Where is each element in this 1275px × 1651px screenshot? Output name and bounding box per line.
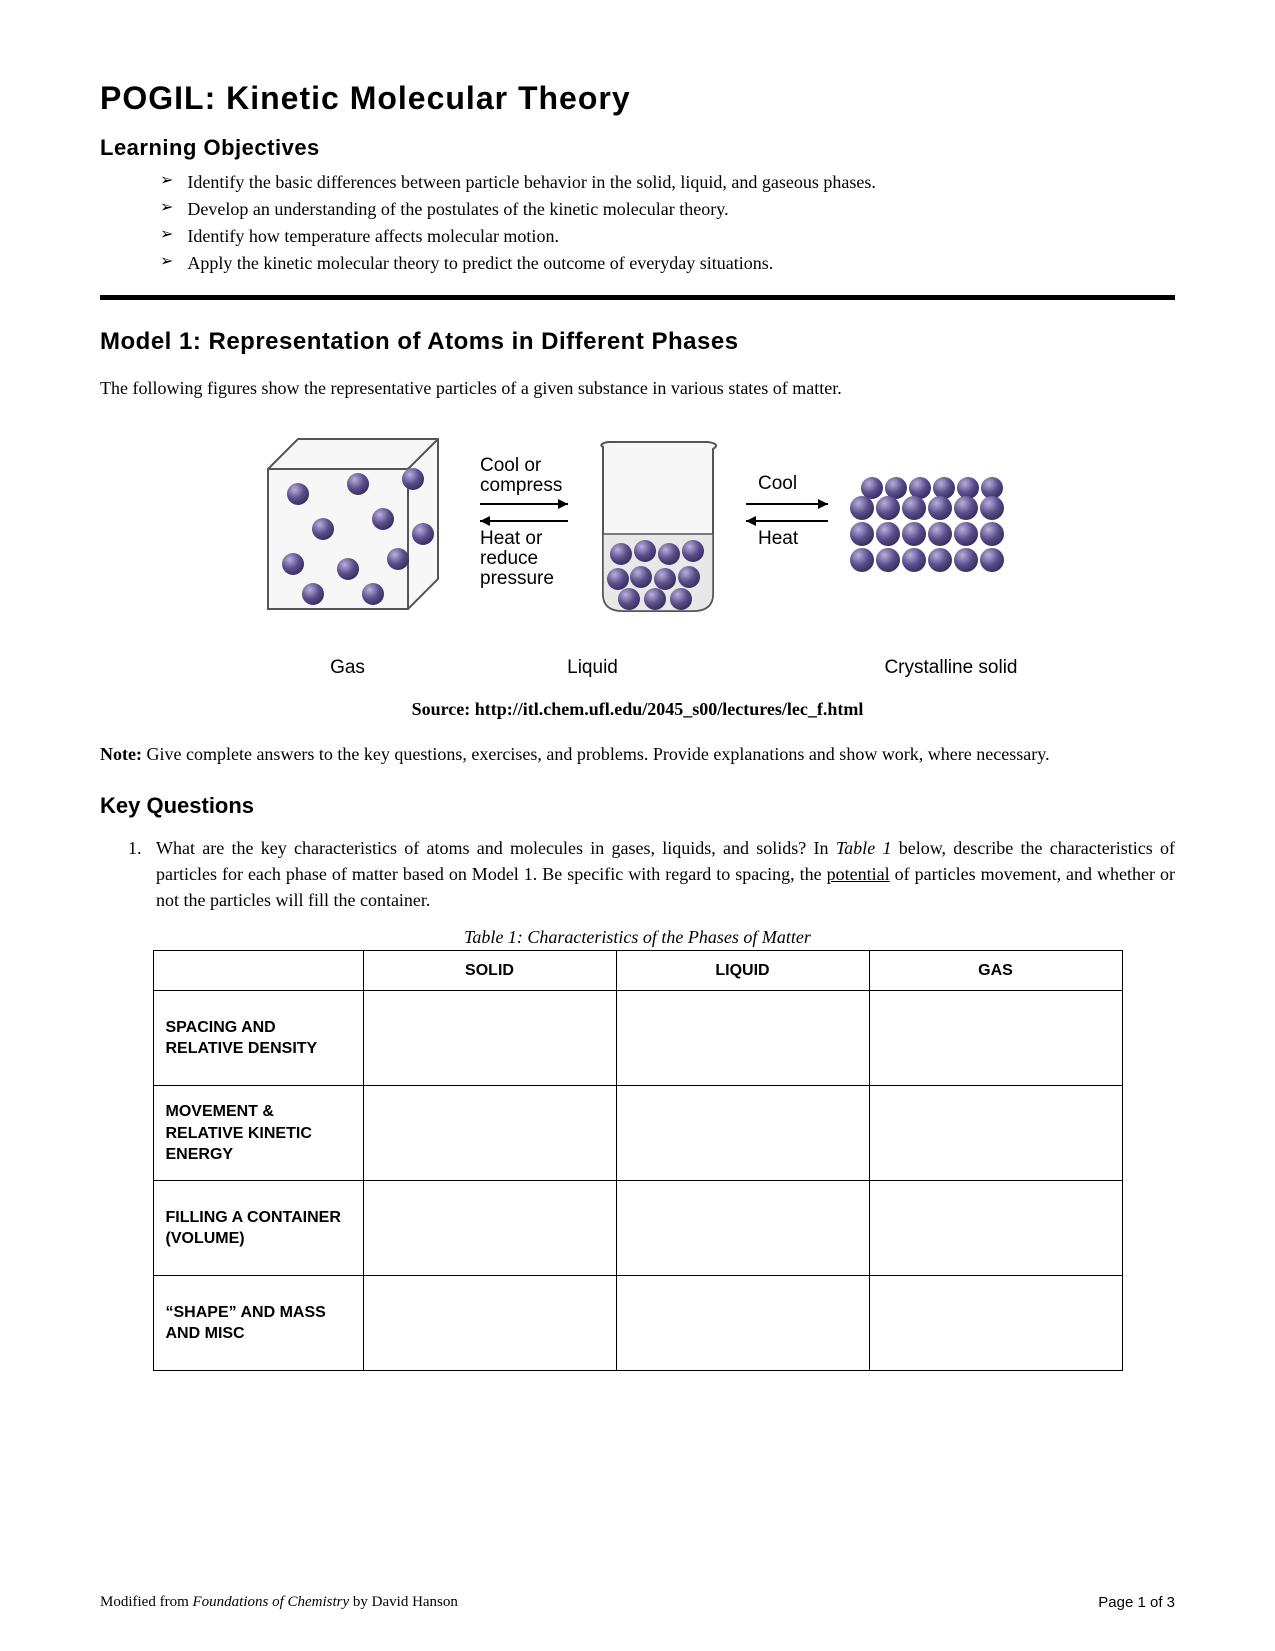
- figure-label-gas: Gas: [248, 657, 448, 679]
- q1-underline: potential: [827, 864, 890, 884]
- objective-text: Develop an understanding of the postulat…: [187, 196, 728, 223]
- table-cell[interactable]: [869, 1086, 1122, 1181]
- figure-source: Source: http://itl.chem.ufl.edu/2045_s00…: [100, 699, 1175, 720]
- trans-label: pressure: [480, 568, 554, 589]
- table-cell[interactable]: [869, 1181, 1122, 1276]
- list-item: ➢ Develop an understanding of the postula…: [160, 196, 1175, 223]
- table-cell[interactable]: [363, 1276, 616, 1371]
- row-header: MOVEMENT & RELATIVE KINETIC ENERGY: [153, 1086, 363, 1181]
- trans-label: compress: [480, 475, 562, 496]
- q1-table-ref: Table 1: [836, 838, 892, 858]
- footer-attribution: Modified from Foundations of Chemistry b…: [100, 1594, 458, 1611]
- table-cell[interactable]: [869, 1276, 1122, 1371]
- footer-text: Modified from: [100, 1594, 192, 1610]
- objectives-list: ➢ Identify the basic differences between …: [160, 169, 1175, 277]
- page-number: Page 1 of 3: [1098, 1594, 1175, 1611]
- phases-table: SOLID LIQUID GAS SPACING AND RELATIVE DE…: [153, 950, 1123, 1371]
- table-cell[interactable]: [616, 1086, 869, 1181]
- phases-figure: Cool or compress Heat or reduce pressure…: [248, 429, 1028, 679]
- table-cell[interactable]: [363, 1086, 616, 1181]
- objectives-heading: Learning Objectives: [100, 135, 1175, 161]
- question-1: 1. What are the key characteristics of a…: [128, 835, 1175, 913]
- objective-text: Identify the basic differences between p…: [187, 169, 875, 196]
- figure-label-liquid: Liquid: [448, 657, 738, 679]
- footer-book-title: Foundations of Chemistry: [192, 1594, 349, 1610]
- note-body: Give complete answers to the key questio…: [142, 744, 1050, 764]
- chevron-right-icon: ➢: [160, 169, 173, 193]
- table-cell[interactable]: [869, 991, 1122, 1086]
- table-cell[interactable]: [363, 1181, 616, 1276]
- table-caption: Table 1: Characteristics of the Phases o…: [100, 927, 1175, 948]
- table-row: “SHAPE” AND MASS AND MISC: [153, 1276, 1122, 1371]
- row-header: SPACING AND RELATIVE DENSITY: [153, 991, 363, 1086]
- table-cell[interactable]: [616, 1181, 869, 1276]
- footer-text: by David Hanson: [349, 1594, 458, 1610]
- table-header-liquid: LIQUID: [616, 951, 869, 991]
- note-prefix: Note:: [100, 744, 142, 764]
- trans-label: Heat: [758, 528, 799, 549]
- table-row: SPACING AND RELATIVE DENSITY: [153, 991, 1122, 1086]
- table-cell[interactable]: [616, 1276, 869, 1371]
- row-header: FILLING A CONTAINER (VOLUME): [153, 1181, 363, 1276]
- table-cell[interactable]: [363, 991, 616, 1086]
- trans-label: reduce: [480, 548, 538, 569]
- key-questions-heading: Key Questions: [100, 793, 1175, 819]
- chevron-right-icon: ➢: [160, 250, 173, 274]
- phases-diagram-svg: Cool or compress Heat or reduce pressure…: [248, 429, 1028, 649]
- table-cell[interactable]: [616, 991, 869, 1086]
- figure-label-solid: Crystalline solid: [738, 657, 1028, 679]
- list-item: ➢ Apply the kinetic molecular theory to p…: [160, 250, 1175, 277]
- objective-text: Apply the kinetic molecular theory to pr…: [187, 250, 773, 277]
- model-intro: The following figures show the represent…: [100, 376, 1175, 401]
- list-item: ➢ Identify how temperature affects molecu…: [160, 223, 1175, 250]
- table-row: FILLING A CONTAINER (VOLUME): [153, 1181, 1122, 1276]
- row-header: “SHAPE” AND MASS AND MISC: [153, 1276, 363, 1371]
- divider: [100, 295, 1175, 300]
- table-header-gas: GAS: [869, 951, 1122, 991]
- table-header-solid: SOLID: [363, 951, 616, 991]
- question-number: 1.: [128, 838, 142, 858]
- chevron-right-icon: ➢: [160, 223, 173, 247]
- objective-text: Identify how temperature affects molecul…: [187, 223, 559, 250]
- page-footer: Modified from Foundations of Chemistry b…: [100, 1594, 1175, 1611]
- list-item: ➢ Identify the basic differences between …: [160, 169, 1175, 196]
- model-heading: Model 1: Representation of Atoms in Diff…: [100, 328, 1175, 356]
- note-text: Note: Give complete answers to the key q…: [100, 744, 1175, 765]
- trans-label: Cool or: [480, 455, 542, 476]
- page-title: POGIL: Kinetic Molecular Theory: [100, 80, 1175, 117]
- q1-part: What are the key characteristics of atom…: [156, 838, 836, 858]
- trans-label: Heat or: [480, 528, 543, 549]
- table-header-blank: [153, 951, 363, 991]
- trans-label: Cool: [758, 473, 797, 494]
- table-row: MOVEMENT & RELATIVE KINETIC ENERGY: [153, 1086, 1122, 1181]
- chevron-right-icon: ➢: [160, 196, 173, 220]
